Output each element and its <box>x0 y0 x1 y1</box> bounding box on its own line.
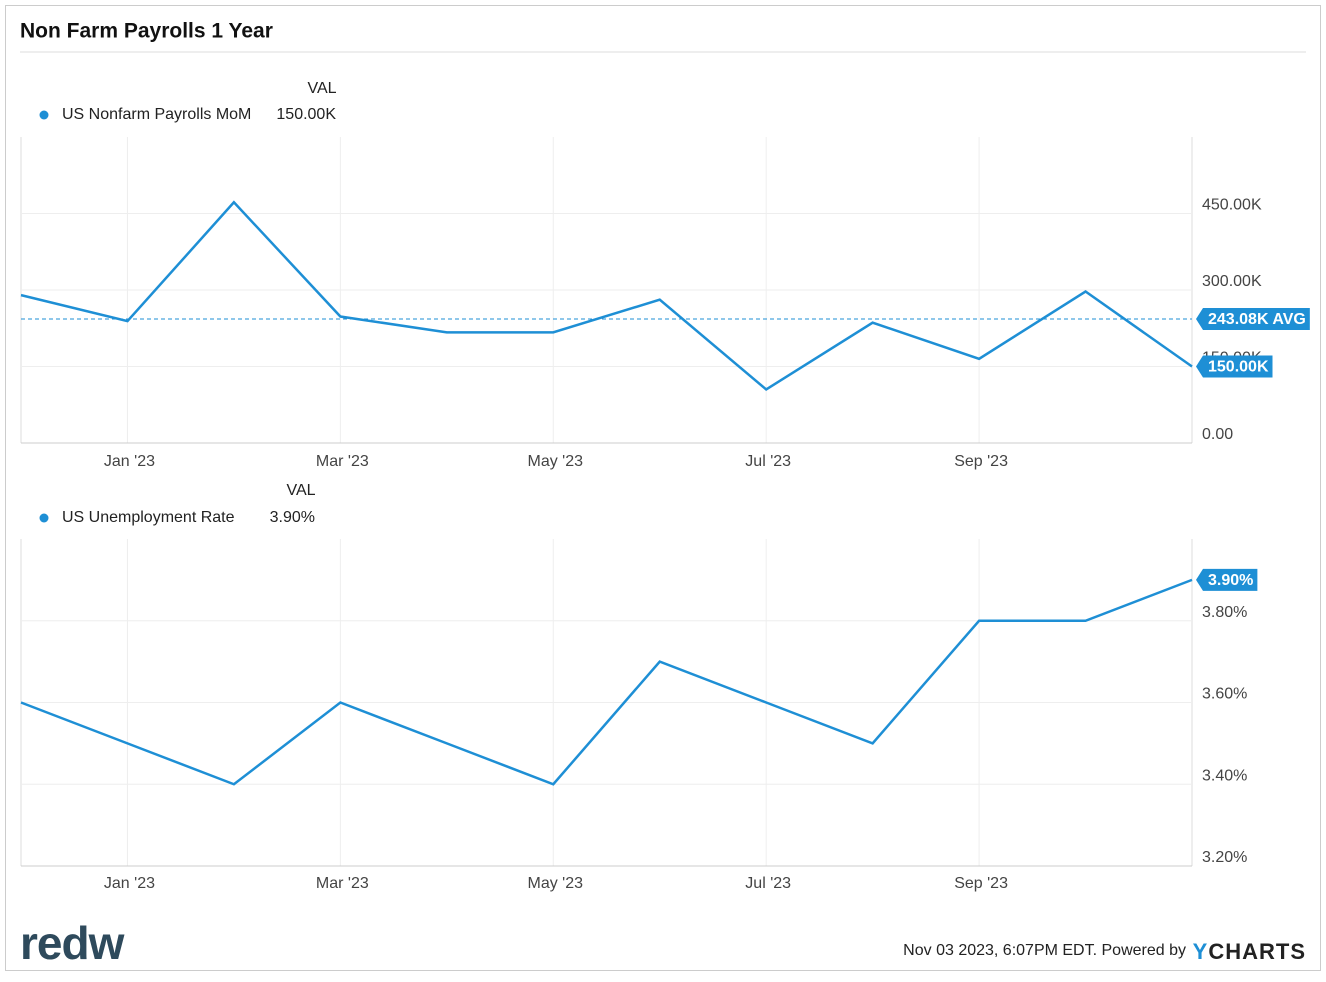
flag-shape <box>1196 355 1273 378</box>
y-tick-label: 3.60% <box>1202 686 1247 703</box>
x-tick-label: Jan '23 <box>104 875 155 892</box>
y-tick-label: 0.00 <box>1202 426 1233 443</box>
y-tick-label: 300.00K <box>1202 273 1262 290</box>
y-tick-label: 3.40% <box>1202 767 1247 784</box>
flag-shape <box>1196 568 1258 591</box>
x-tick-label: Jul '23 <box>745 875 791 892</box>
flag-label: 3.90% <box>1208 572 1253 589</box>
flag-label: 243.08K AVG <box>1208 311 1306 328</box>
y-tick-label: 450.00K <box>1202 197 1262 214</box>
y-tick-label: 3.20% <box>1202 849 1247 866</box>
x-tick-label: May '23 <box>528 453 584 470</box>
value-flag: 243.08K AVG <box>1196 308 1310 331</box>
legend-dot <box>39 513 49 523</box>
value-flag: 150.00K <box>1196 355 1273 378</box>
brand: YCHARTS <box>1192 939 1306 964</box>
x-tick-label: Jan '23 <box>104 453 155 470</box>
x-tick-label: Sep '23 <box>954 875 1008 892</box>
page-title: Non Farm Payrolls 1 Year <box>20 20 273 43</box>
flag-label: 150.00K <box>1208 359 1269 376</box>
flag-shape <box>1196 308 1310 331</box>
legend-name: US Nonfarm Payrolls MoM <box>62 106 251 123</box>
legend-name: US Unemployment Rate <box>62 509 235 526</box>
x-tick-label: Jul '23 <box>745 453 791 470</box>
legend-value: 150.00K <box>276 106 336 123</box>
legend-header: VAL <box>307 80 336 97</box>
series-line <box>20 200 1193 391</box>
legend-dot <box>39 110 49 120</box>
x-tick-label: May '23 <box>528 875 584 892</box>
legend-header: VAL <box>286 482 315 499</box>
frame <box>5 5 1321 971</box>
x-tick-label: Mar '23 <box>316 453 369 470</box>
timestamp: Nov 03 2023, 6:07PM EDT. Powered by <box>903 942 1186 959</box>
x-tick-label: Sep '23 <box>954 453 1008 470</box>
value-flag: 3.90% <box>1196 568 1258 591</box>
logo: redw <box>20 917 124 969</box>
y-tick-label: 3.80% <box>1202 604 1247 621</box>
series-line <box>20 578 1193 786</box>
x-tick-label: Mar '23 <box>316 875 369 892</box>
legend-value: 3.90% <box>270 509 315 526</box>
